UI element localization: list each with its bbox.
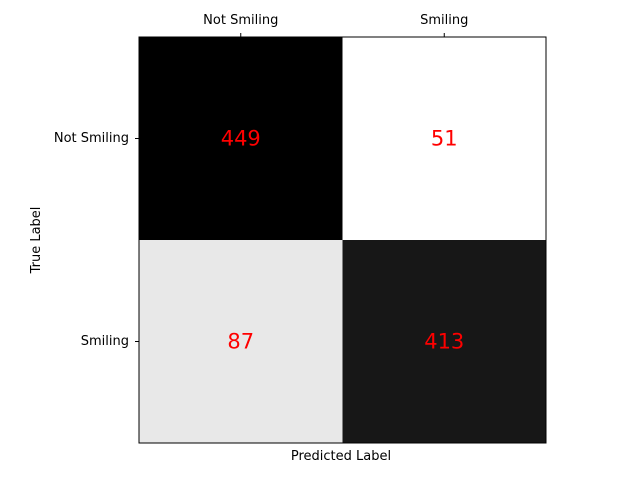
heatmap-cell <box>342 240 546 443</box>
heatmap-cell <box>139 240 343 443</box>
y-axis-title: True Label <box>29 207 44 275</box>
y-axis-ticks: Not Smiling Smiling <box>54 131 139 349</box>
x-axis-ticks: Not Smiling Smiling <box>203 13 468 37</box>
cell-value-label: 87 <box>227 330 254 354</box>
x-tick-label: Not Smiling <box>203 13 278 28</box>
heatmap-cells <box>139 37 546 443</box>
heatmap-cell <box>139 37 343 240</box>
y-tick-label: Not Smiling <box>54 131 129 146</box>
heatmap-cell <box>342 37 546 240</box>
cell-value-label: 413 <box>424 330 464 354</box>
cell-value-labels: 449 51 87 413 <box>221 127 465 354</box>
y-tick-label: Smiling <box>81 334 129 349</box>
cell-value-label: 449 <box>221 127 261 151</box>
cell-value-label: 51 <box>431 127 458 151</box>
plot-frame <box>138 36 547 444</box>
x-axis-title: Predicted Label <box>291 449 391 464</box>
x-tick-label: Smiling <box>420 13 468 28</box>
